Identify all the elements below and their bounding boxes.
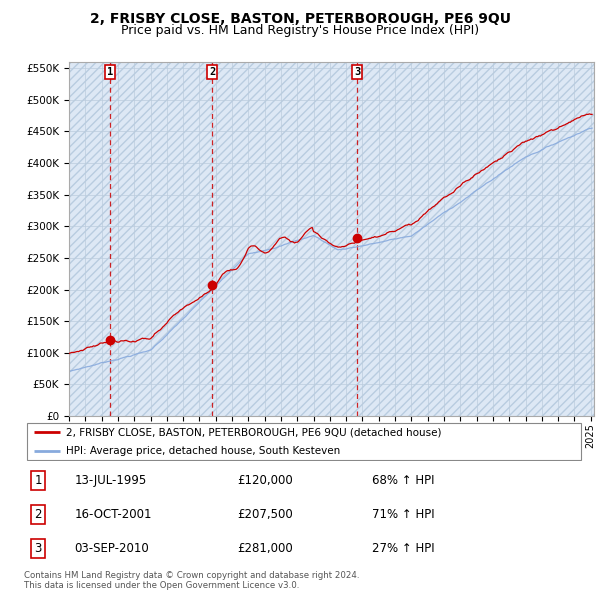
FancyBboxPatch shape <box>27 423 581 460</box>
Text: 2, FRISBY CLOSE, BASTON, PETERBOROUGH, PE6 9QU: 2, FRISBY CLOSE, BASTON, PETERBOROUGH, P… <box>89 12 511 26</box>
Text: Contains HM Land Registry data © Crown copyright and database right 2024.
This d: Contains HM Land Registry data © Crown c… <box>24 571 359 590</box>
Text: 3: 3 <box>34 542 42 555</box>
Text: 03-SEP-2010: 03-SEP-2010 <box>74 542 149 555</box>
Text: £281,000: £281,000 <box>237 542 293 555</box>
Text: 68% ↑ HPI: 68% ↑ HPI <box>372 474 434 487</box>
Text: 1: 1 <box>34 474 42 487</box>
Text: 2: 2 <box>34 508 42 522</box>
Text: Price paid vs. HM Land Registry's House Price Index (HPI): Price paid vs. HM Land Registry's House … <box>121 24 479 37</box>
Text: 13-JUL-1995: 13-JUL-1995 <box>74 474 147 487</box>
Text: HPI: Average price, detached house, South Kesteven: HPI: Average price, detached house, Sout… <box>66 445 340 455</box>
Text: 16-OCT-2001: 16-OCT-2001 <box>74 508 152 522</box>
Text: 3: 3 <box>354 67 360 77</box>
Text: £120,000: £120,000 <box>237 474 293 487</box>
Text: 27% ↑ HPI: 27% ↑ HPI <box>372 542 434 555</box>
Text: 1: 1 <box>107 67 113 77</box>
Text: 2: 2 <box>209 67 215 77</box>
Text: 71% ↑ HPI: 71% ↑ HPI <box>372 508 434 522</box>
Bar <box>69 62 594 416</box>
Text: 2, FRISBY CLOSE, BASTON, PETERBOROUGH, PE6 9QU (detached house): 2, FRISBY CLOSE, BASTON, PETERBOROUGH, P… <box>66 427 442 437</box>
Text: £207,500: £207,500 <box>237 508 293 522</box>
